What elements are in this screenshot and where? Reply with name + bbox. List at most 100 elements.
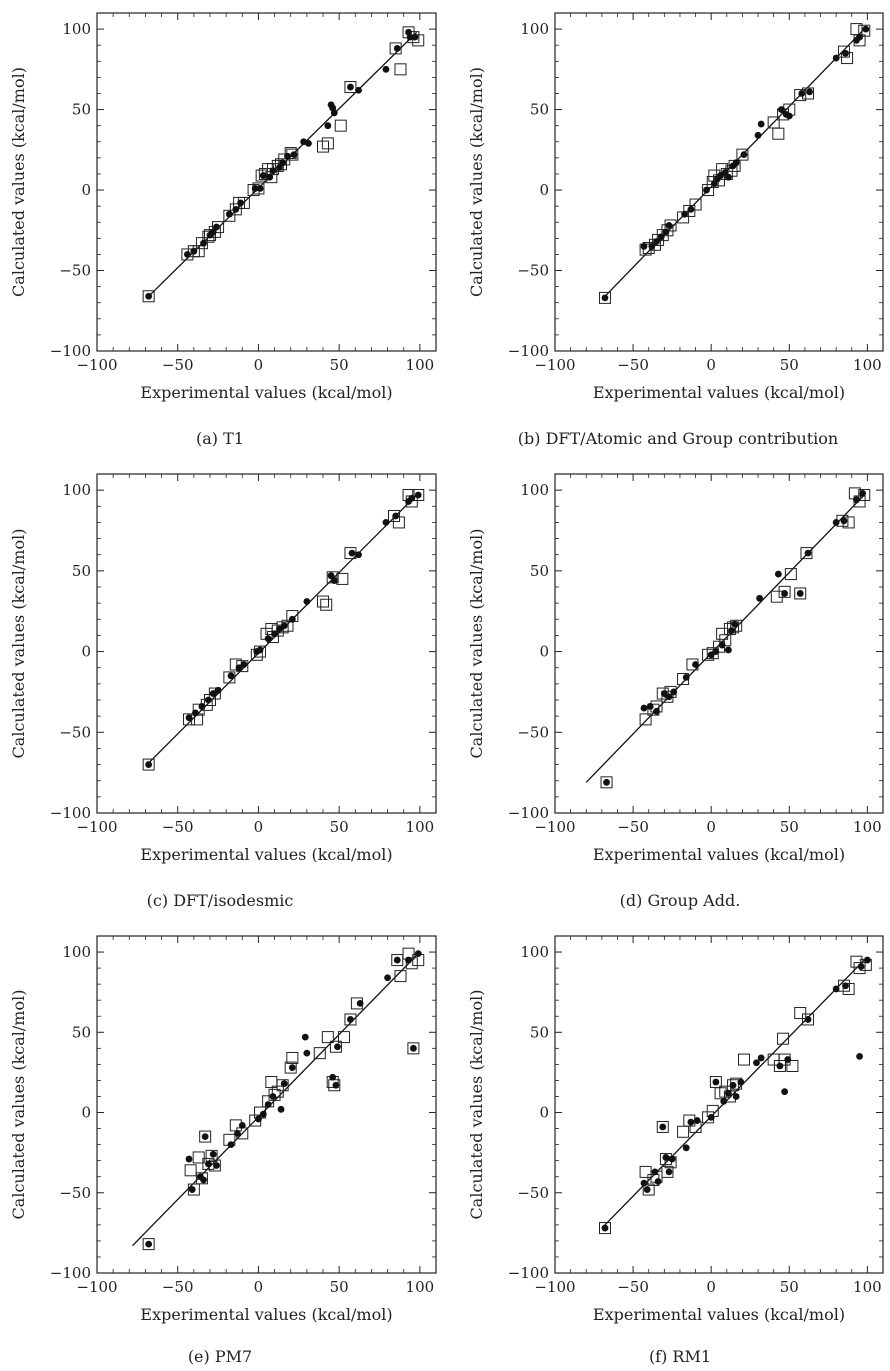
dot-point (264, 1101, 272, 1108)
square-point (664, 219, 677, 232)
y-tick-label: 0 (539, 1104, 549, 1122)
dot-point (862, 25, 870, 33)
square-point (853, 962, 866, 975)
x-axis-label: Experimental values (kcal/mol) (593, 1305, 845, 1324)
chart-a: −100 −50 0 50 100 −100 −50 0 50 100 Experimental v… (9, 12, 437, 402)
y-tick-label: 0 (539, 181, 549, 199)
dot-point (781, 590, 788, 597)
dot-point (665, 1168, 673, 1176)
dot-point (185, 1155, 193, 1163)
dot-point (651, 1168, 659, 1176)
dot-point (190, 247, 198, 255)
dot-point (238, 1121, 246, 1129)
square-point (784, 568, 797, 581)
dot-point (721, 168, 729, 176)
dot-point (266, 173, 274, 181)
square-point (850, 955, 863, 968)
caption-a: (a) T1 (196, 429, 244, 448)
dot-point (732, 159, 740, 167)
x-tick-label: 100 (853, 1278, 882, 1296)
dot-point (707, 1113, 715, 1121)
dot-point (200, 239, 207, 247)
dot-point (280, 622, 288, 630)
square-point (794, 587, 807, 600)
square-point (786, 1059, 799, 1072)
square-point (770, 590, 783, 603)
dot-point (757, 120, 765, 128)
x-tick-label: 50 (780, 818, 799, 836)
y-tick-label: 100 (62, 943, 91, 961)
x-axis-label: Experimental values (kcal/mol) (140, 845, 392, 864)
x-tick-label: −50 (617, 1278, 649, 1296)
y-tick-label: −100 (50, 1264, 91, 1282)
square-point (195, 1172, 208, 1185)
dot-point (408, 494, 416, 502)
dot-point (863, 956, 871, 964)
dot-point (393, 45, 401, 52)
dot-point (640, 1179, 648, 1187)
y-axis-label: Calculated values (kcal/mol) (9, 990, 28, 1220)
dot-point (729, 1081, 737, 1089)
dot-point (682, 674, 690, 681)
dot-point (640, 242, 648, 250)
y-axis-label: Calculated values (kcal/mol) (9, 529, 28, 759)
dot-point (798, 90, 806, 97)
y-tick-label: −50 (59, 723, 91, 741)
dot-point (757, 1054, 765, 1062)
dot-point (348, 549, 356, 557)
dot-point (301, 1033, 309, 1041)
x-tick-label: 100 (406, 356, 435, 374)
dot-point (356, 1000, 364, 1007)
dot-point (776, 1062, 784, 1070)
dot-point (303, 598, 311, 605)
square-point (184, 1164, 197, 1177)
x-tick-label: −50 (617, 818, 649, 836)
dot-point (778, 106, 785, 113)
y-tick-label: 100 (520, 481, 549, 499)
dot-point (653, 238, 660, 245)
y-tick-label: 100 (62, 481, 91, 499)
dot-point (330, 109, 338, 117)
dot-point (687, 205, 695, 213)
caption-c: (c) DFT/isodesmic (147, 891, 294, 910)
x-axis-label: Experimental values (kcal/mol) (593, 845, 845, 864)
square-point (642, 1183, 655, 1196)
dot-point (640, 704, 648, 712)
square-point (202, 230, 215, 243)
dot-point (204, 1160, 212, 1168)
x-tick-label: −100 (76, 818, 117, 836)
y-tick-label: 50 (72, 101, 91, 119)
square-point (837, 45, 850, 58)
dot-point (665, 222, 673, 229)
dot-point (603, 778, 610, 786)
y-tick-label: −100 (508, 804, 549, 822)
x-tick-label: 100 (853, 356, 882, 374)
dot-point (145, 1240, 153, 1248)
square-point (337, 1031, 350, 1044)
dot-point (324, 122, 332, 130)
dot-point (259, 172, 267, 179)
dot-point (832, 985, 840, 993)
y-tick-label: −100 (50, 804, 91, 822)
caption-e: (e) PM7 (188, 1347, 252, 1366)
dot-point (303, 1049, 311, 1057)
square-point (656, 1120, 669, 1133)
y-tick-label: −50 (59, 1184, 91, 1202)
dot-point (842, 982, 849, 990)
dot-point (804, 549, 812, 557)
square-point (800, 547, 813, 560)
y-tick-label: −100 (508, 1264, 549, 1282)
dot-point (213, 1162, 220, 1169)
dot-point (145, 761, 153, 768)
dot-point (668, 1155, 676, 1163)
square-point (842, 982, 855, 995)
square-point (317, 140, 329, 153)
dot-point (145, 292, 153, 300)
square-point (344, 1013, 357, 1026)
square-point (656, 229, 669, 242)
dot-point (209, 228, 217, 236)
x-tick-label: 100 (853, 818, 882, 836)
dot-point (665, 693, 673, 701)
dot-point (646, 703, 654, 710)
